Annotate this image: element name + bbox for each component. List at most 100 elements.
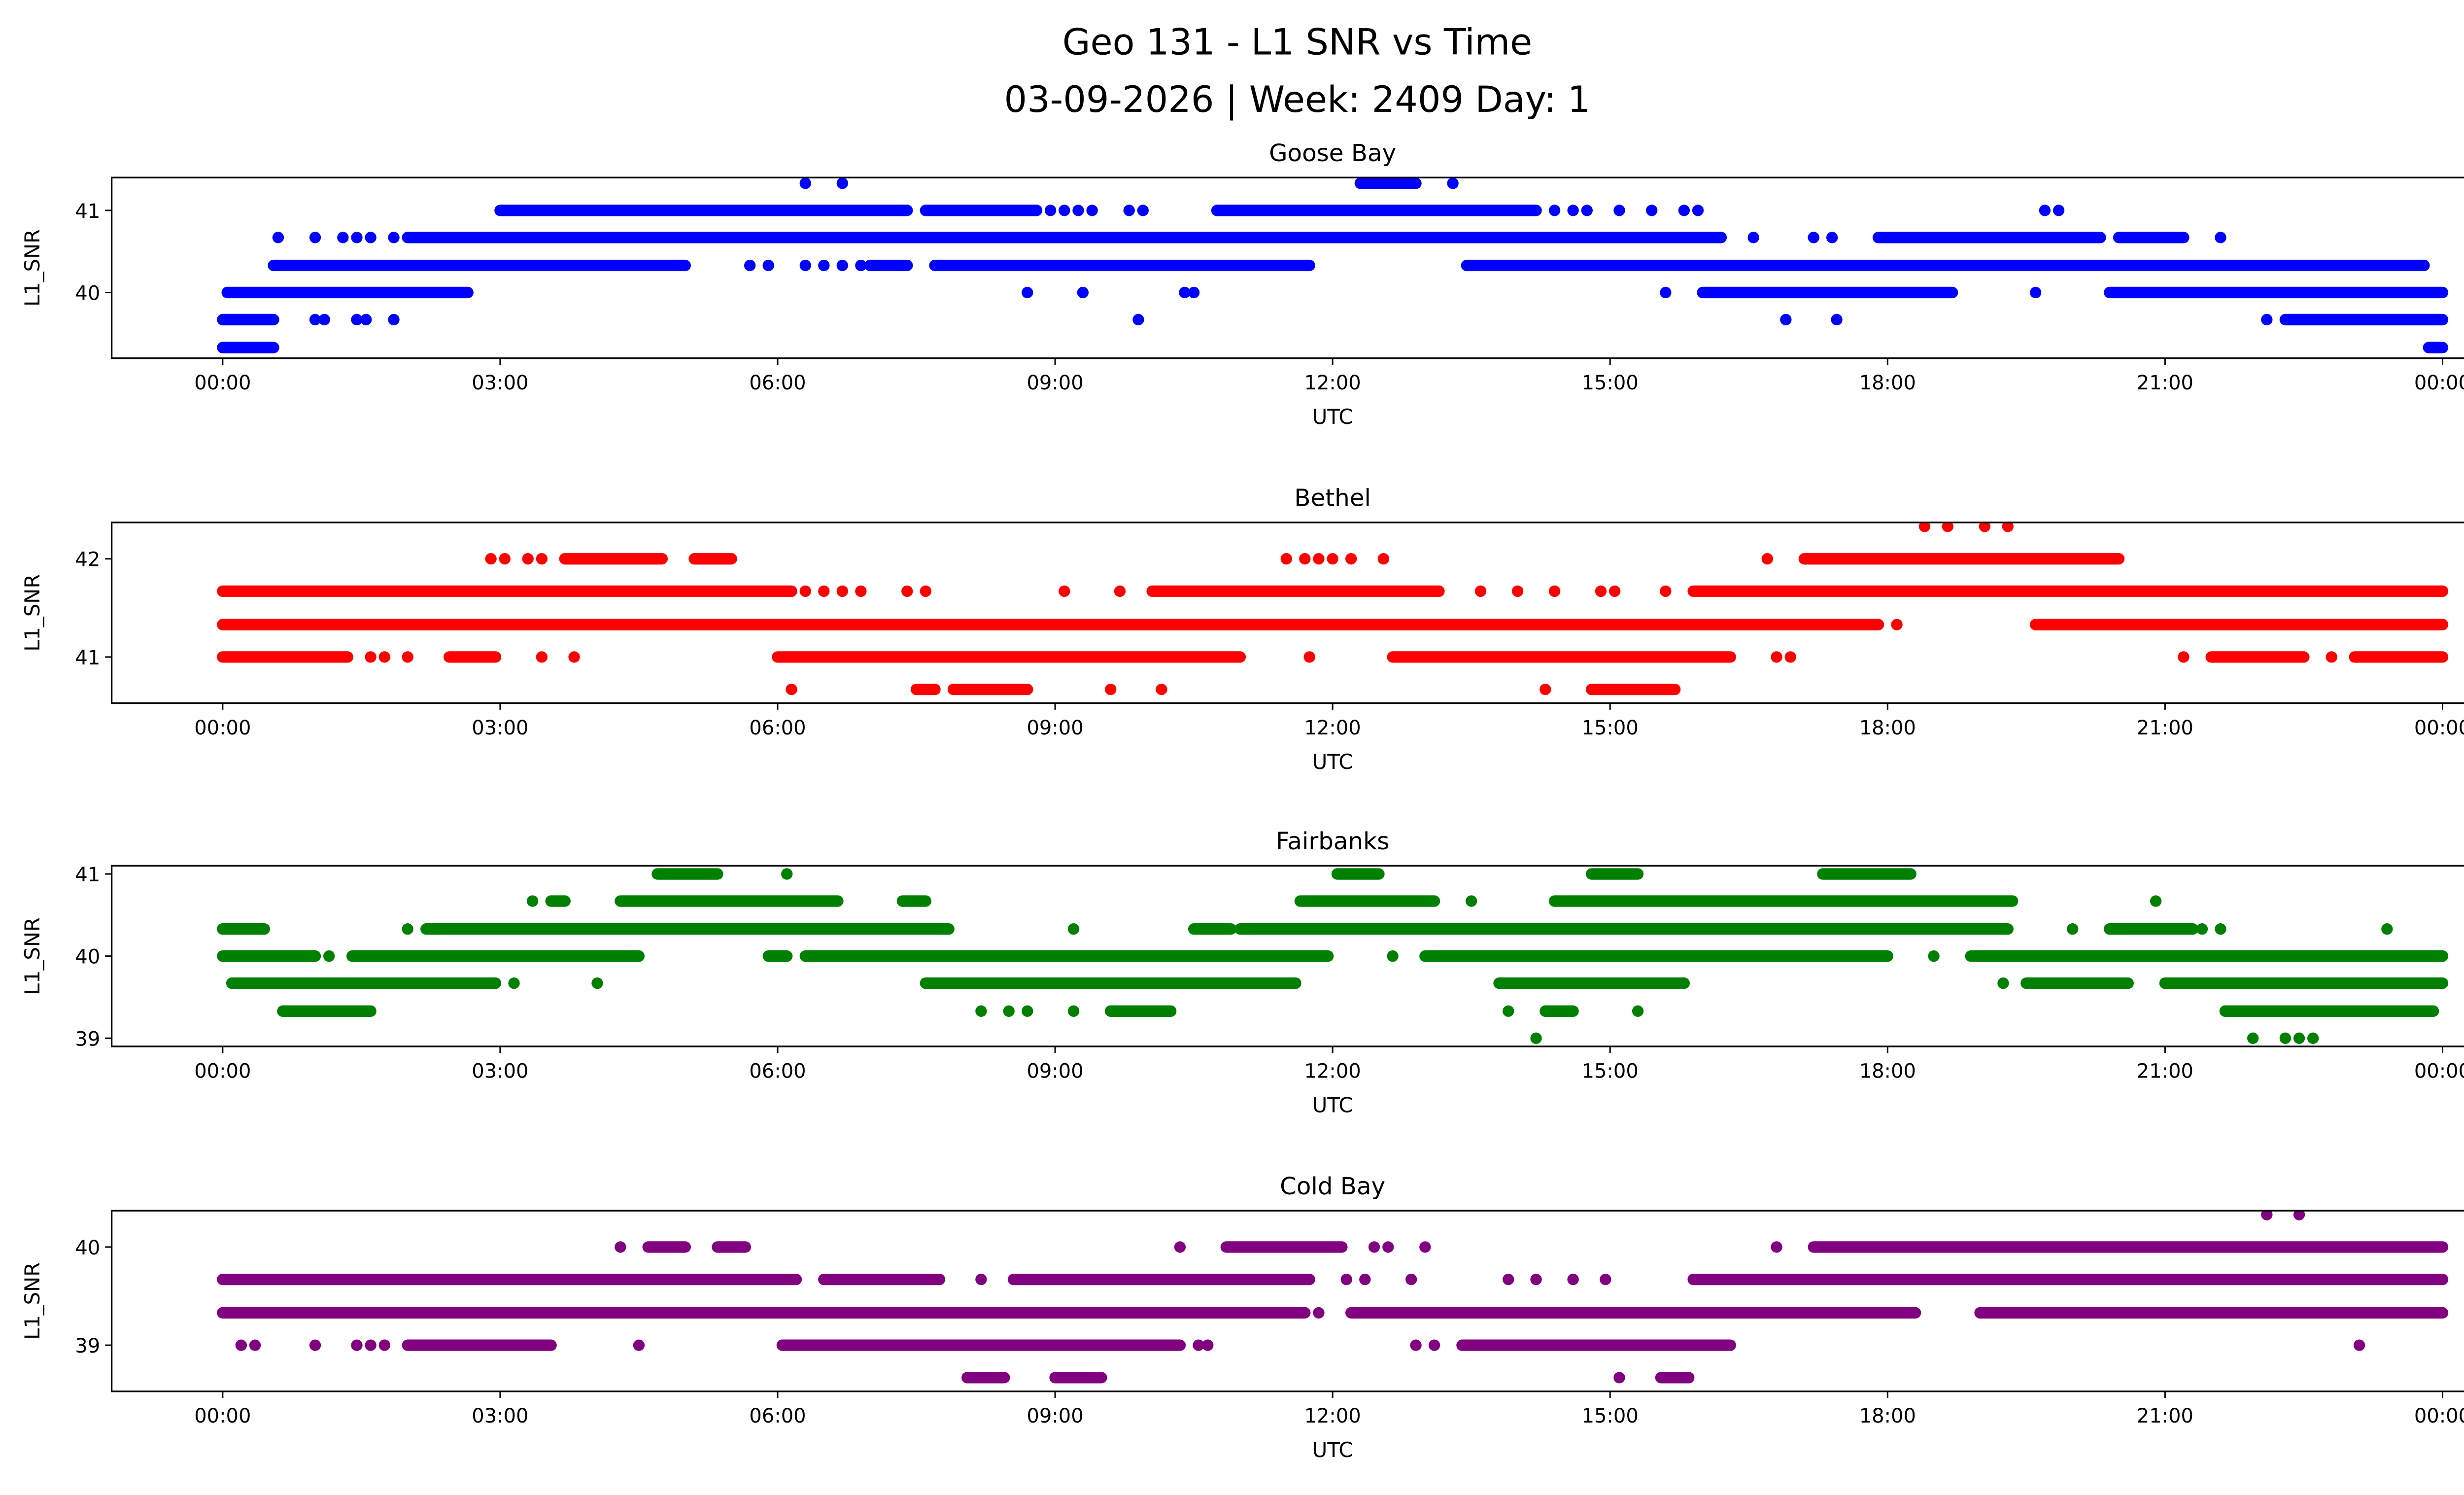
data-point [744,259,756,272]
data-point [1632,1005,1644,1017]
data-point [1771,651,1782,663]
data-point [536,553,548,565]
data-point [485,553,497,565]
x-tick-label: 06:00 [749,717,806,739]
x-tick-label: 18:00 [1859,1405,1916,1427]
x-tick-label: 15:00 [1582,717,1639,739]
data-point [1067,1005,1080,1017]
axes-frame [110,1210,2464,1392]
panel-cold-bay: Cold Bay 00:00 03:00 06:00 09:00 12:00 15:00 18… [20,1173,2464,1462]
data-point [2215,232,2226,243]
data-point [1447,177,1459,189]
data-point [975,1005,987,1017]
data-point [402,651,413,663]
x-tick-label: 09:00 [1027,1060,1083,1082]
data-point [2039,205,2051,216]
data-point [1780,313,1792,326]
data-point [309,313,321,326]
data-point [351,313,363,326]
data-point [1808,232,1819,243]
data-point [1137,205,1149,216]
data-point [508,977,520,989]
data-point [1660,585,1672,597]
data-point [378,1339,390,1351]
y-tick-label: 39 [75,1028,100,1050]
data-point [1474,585,1487,597]
data-point [1345,553,1357,565]
x-tick-label: 06:00 [749,1060,806,1082]
y-tick-label: 40 [75,282,100,305]
chart-subtitle: 03-09-2026 | Week: 2409 Day: 1 [1004,79,1591,121]
data-series [217,868,2449,1044]
data-point [1530,1273,1542,1286]
data-point [2381,923,2393,935]
y-tick-label: 42 [75,549,100,571]
data-point [786,683,797,695]
data-point [1059,585,1070,597]
data-point [799,585,811,597]
data-point [235,1339,247,1351]
data-point [568,651,580,663]
data-point [2279,1032,2292,1044]
data-point [2353,1339,2365,1351]
x-tick-label: 00:00 [2414,1405,2464,1427]
y-tick-label: 39 [75,1335,100,1357]
data-point [309,1339,321,1351]
x-tick-label: 09:00 [1027,717,1083,739]
data-point [1193,1339,1204,1351]
data-point [360,313,372,326]
x-tick-label: 12:00 [1304,372,1361,394]
x-tick-label: 00:00 [194,1405,251,1427]
y-axis-label: L1_SNR [20,1262,44,1340]
data-point [1188,286,1200,299]
data-point [526,895,539,907]
data-point [1377,553,1390,565]
data-point [2067,923,2079,935]
data-point [2247,1032,2259,1044]
data-point [1022,286,1033,299]
y-axis-label: L1_SNR [20,917,44,995]
data-point [2196,923,2208,935]
data-point [536,651,548,663]
x-tick-label: 09:00 [1027,1405,1083,1427]
x-tick-label: 12:00 [1304,1405,1361,1427]
x-tick-label: 03:00 [472,1060,528,1082]
data-point [1540,683,1551,695]
x-tick-label: 18:00 [1859,1060,1916,1082]
data-point [1595,585,1607,597]
data-point [388,313,400,326]
data-point [351,1339,363,1351]
data-point [1646,205,1658,216]
data-point [1045,205,1057,216]
x-tick-label: 06:00 [749,372,806,394]
x-axis-label: UTC [1312,1093,1353,1117]
data-point [1340,1273,1352,1286]
data-point [365,1339,376,1351]
data-point [799,259,811,272]
data-point [762,259,774,272]
data-point [1613,205,1625,216]
data-point [818,585,830,597]
data-point [522,553,534,565]
data-point [1784,651,1796,663]
data-point [1077,286,1089,299]
x-tick-label: 03:00 [472,1405,528,1427]
data-point [975,1273,987,1286]
data-point [1114,585,1126,597]
data-point [499,553,511,565]
data-point [1313,553,1325,565]
data-point [855,585,867,597]
chart-title: Geo 131 - L1 SNR vs Time [1062,21,1533,63]
data-point [799,177,811,189]
data-point [2261,313,2273,326]
y-axis-label: L1_SNR [20,574,44,652]
data-point [1428,1339,1440,1351]
data-point [318,313,330,326]
x-tick-label: 21:00 [2137,717,2193,739]
data-point [309,232,321,243]
data-point [1600,1273,1611,1286]
x-tick-label: 06:00 [749,1405,806,1427]
data-point [1918,522,1931,532]
axes-frame [110,522,2464,704]
